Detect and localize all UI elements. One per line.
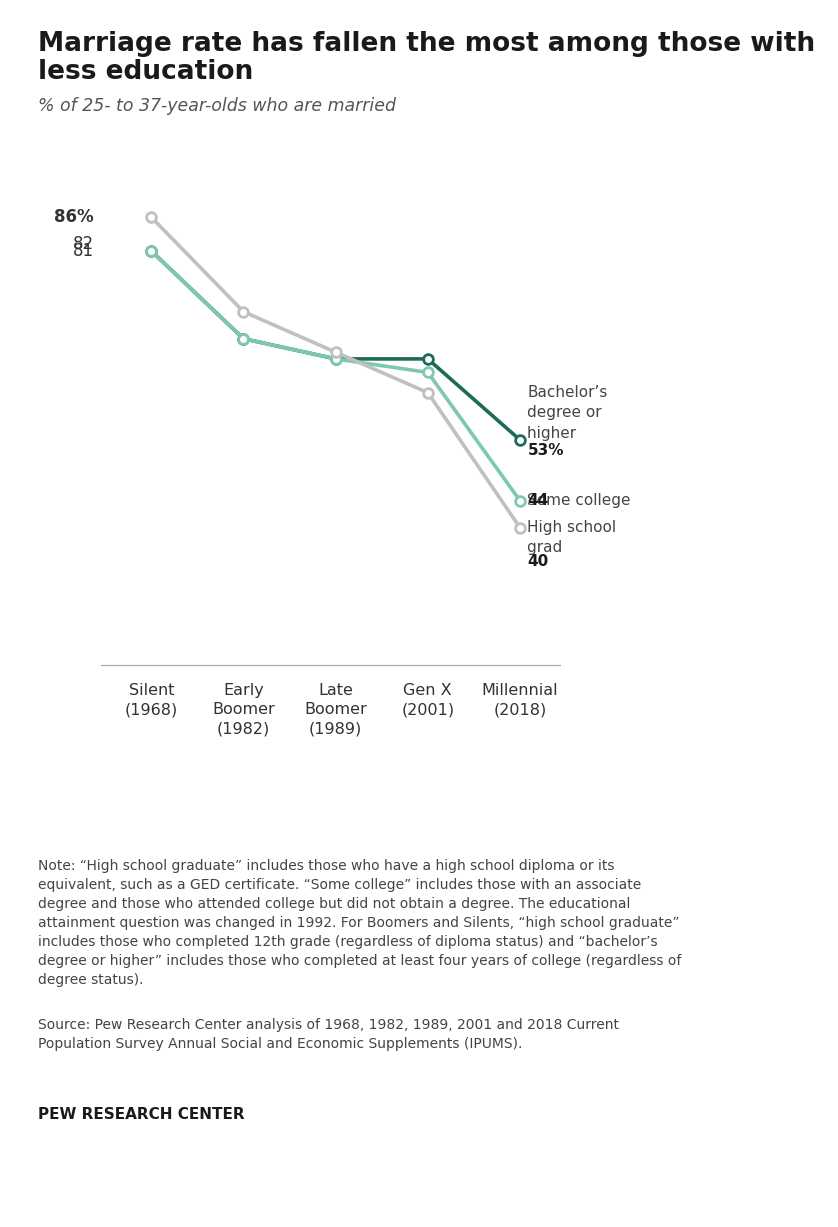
Text: 81: 81 — [73, 242, 94, 260]
Text: Source: Pew Research Center analysis of 1968, 1982, 1989, 2001 and 2018 Current
: Source: Pew Research Center analysis of … — [38, 1018, 618, 1052]
Text: Bachelor’s
degree or
higher: Bachelor’s degree or higher — [527, 385, 608, 440]
Text: % of 25- to 37-year-olds who are married: % of 25- to 37-year-olds who are married — [38, 97, 396, 115]
Text: High school
grad: High school grad — [527, 520, 617, 556]
Text: less education: less education — [38, 59, 253, 85]
Text: PEW RESEARCH CENTER: PEW RESEARCH CENTER — [38, 1107, 245, 1121]
Text: 40: 40 — [527, 553, 549, 569]
Text: Gen X
(2001): Gen X (2001) — [401, 682, 454, 717]
Text: Note: “High school graduate” includes those who have a high school diploma or it: Note: “High school graduate” includes th… — [38, 859, 681, 987]
Text: Millennial
(2018): Millennial (2018) — [482, 682, 558, 717]
Text: Silent
(1968): Silent (1968) — [125, 682, 178, 717]
Text: 44: 44 — [527, 493, 549, 508]
Text: 86%: 86% — [54, 209, 94, 226]
Text: Late
Boomer
(1989): Late Boomer (1989) — [304, 682, 367, 736]
Text: 53%: 53% — [527, 443, 564, 458]
Text: Marriage rate has fallen the most among those with: Marriage rate has fallen the most among … — [38, 31, 815, 56]
Text: 82: 82 — [73, 236, 94, 253]
Text: Some college: Some college — [527, 493, 636, 508]
Text: Early
Boomer
(1982): Early Boomer (1982) — [212, 682, 275, 736]
